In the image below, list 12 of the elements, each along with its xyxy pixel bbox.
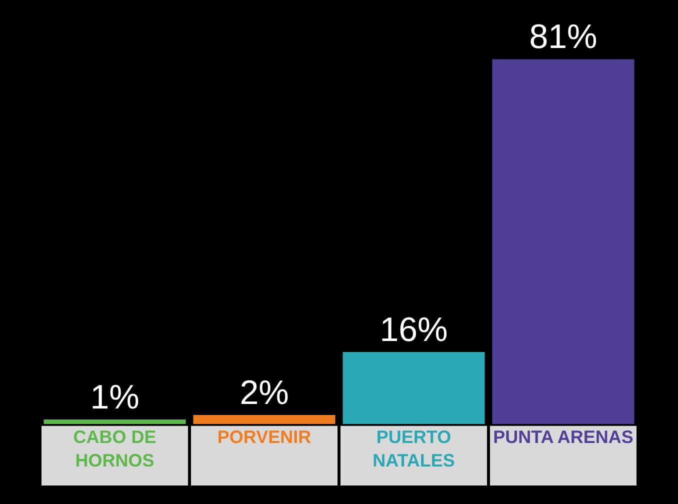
bar <box>492 59 634 424</box>
x-tick-label: PUNTA ARENAS <box>493 427 634 447</box>
data-label: 1% <box>90 378 140 416</box>
x-tick-label: PORVENIR <box>217 427 312 447</box>
data-label: 16% <box>380 310 448 349</box>
bar <box>342 352 485 424</box>
data-label: 2% <box>240 374 289 412</box>
bar <box>44 420 186 424</box>
x-tick-label: CABO DE HORNOS <box>73 427 156 470</box>
bar <box>193 414 336 424</box>
data-label: 81% <box>529 18 598 56</box>
x-tick-label: PUERTO NATALES <box>372 427 455 470</box>
